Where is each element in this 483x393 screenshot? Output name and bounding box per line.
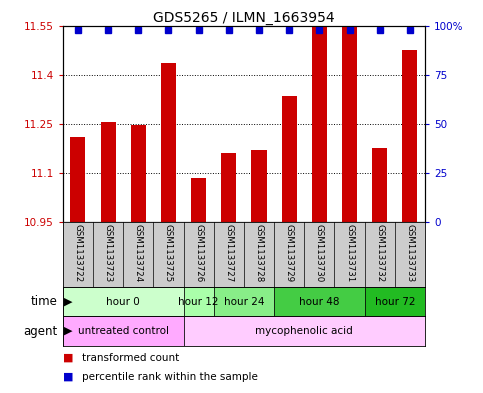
Bar: [282, 96, 297, 222]
Text: hour 72: hour 72: [375, 297, 415, 307]
Text: GSM1133725: GSM1133725: [164, 224, 173, 282]
Text: GSM1133731: GSM1133731: [345, 224, 354, 282]
Text: GSM1133727: GSM1133727: [224, 224, 233, 282]
Bar: [402, 50, 417, 222]
Text: hour 0: hour 0: [106, 297, 140, 307]
Bar: [312, 27, 327, 222]
Bar: [372, 149, 387, 222]
Bar: [274, 287, 365, 316]
Bar: [252, 150, 267, 222]
Text: hour 24: hour 24: [224, 297, 264, 307]
Bar: [131, 125, 146, 222]
Text: GSM1133724: GSM1133724: [134, 224, 143, 282]
Text: transformed count: transformed count: [82, 353, 179, 363]
Text: GSM1133733: GSM1133733: [405, 224, 414, 282]
Bar: [365, 287, 425, 316]
Text: GSM1133726: GSM1133726: [194, 224, 203, 282]
Bar: [184, 287, 213, 316]
Text: percentile rank within the sample: percentile rank within the sample: [82, 372, 258, 382]
Text: GSM1133723: GSM1133723: [103, 224, 113, 282]
Text: ▶: ▶: [64, 326, 72, 336]
Text: GSM1133729: GSM1133729: [284, 224, 294, 282]
Text: GSM1133730: GSM1133730: [315, 224, 324, 282]
Bar: [342, 27, 357, 222]
Text: hour 12: hour 12: [178, 297, 219, 307]
Bar: [184, 316, 425, 346]
Bar: [63, 316, 184, 346]
Text: GSM1133732: GSM1133732: [375, 224, 384, 282]
Bar: [100, 122, 115, 222]
Text: hour 48: hour 48: [299, 297, 340, 307]
Title: GDS5265 / ILMN_1663954: GDS5265 / ILMN_1663954: [153, 11, 335, 24]
Text: GSM1133728: GSM1133728: [255, 224, 264, 282]
Bar: [71, 137, 85, 222]
Bar: [63, 287, 184, 316]
Text: ■: ■: [63, 372, 73, 382]
Text: time: time: [31, 295, 58, 308]
Bar: [191, 178, 206, 222]
Bar: [161, 63, 176, 222]
Text: ■: ■: [63, 353, 73, 363]
Text: mycophenolic acid: mycophenolic acid: [256, 326, 353, 336]
Bar: [213, 287, 274, 316]
Text: agent: agent: [24, 325, 58, 338]
Text: untreated control: untreated control: [78, 326, 169, 336]
Text: ▶: ▶: [64, 297, 72, 307]
Bar: [221, 153, 236, 222]
Text: GSM1133722: GSM1133722: [73, 224, 83, 282]
